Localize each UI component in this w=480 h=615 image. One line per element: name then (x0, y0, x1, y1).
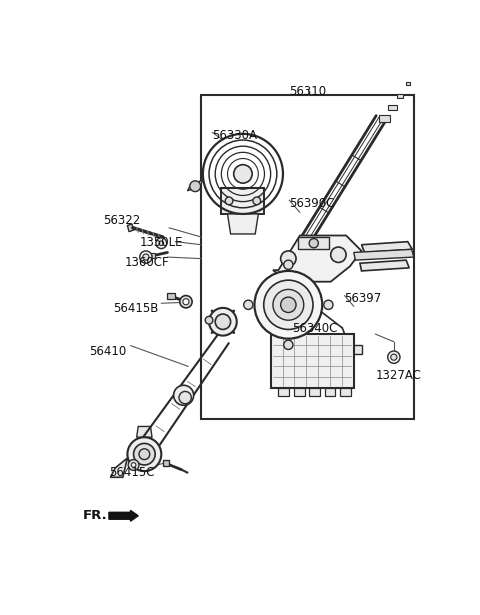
Text: 56390C: 56390C (289, 197, 335, 210)
Text: 56415B: 56415B (114, 302, 159, 315)
Bar (348, 345, 362, 354)
Bar (294, 388, 304, 395)
Bar (168, 293, 175, 300)
Circle shape (284, 340, 293, 349)
Circle shape (174, 385, 193, 405)
Circle shape (159, 241, 164, 245)
Bar (324, 388, 336, 395)
Circle shape (391, 354, 397, 360)
Circle shape (281, 251, 296, 266)
Text: 56340C: 56340C (292, 322, 337, 335)
Circle shape (254, 271, 322, 339)
Circle shape (183, 299, 189, 305)
Bar (309, 388, 320, 395)
Circle shape (179, 391, 192, 403)
Bar (406, 82, 410, 85)
Bar (340, 388, 351, 395)
Circle shape (244, 300, 253, 309)
Circle shape (131, 462, 136, 467)
Polygon shape (360, 260, 409, 271)
Circle shape (127, 437, 161, 471)
Circle shape (156, 238, 167, 248)
Text: 56410: 56410 (89, 345, 126, 358)
Circle shape (133, 443, 155, 465)
Circle shape (264, 280, 313, 330)
Circle shape (190, 181, 201, 192)
Circle shape (234, 165, 252, 183)
Circle shape (205, 316, 213, 324)
Polygon shape (354, 249, 414, 260)
Text: 56330A: 56330A (212, 129, 257, 142)
Circle shape (180, 296, 192, 308)
Circle shape (128, 459, 139, 470)
Circle shape (331, 247, 346, 263)
Circle shape (140, 251, 152, 263)
Circle shape (225, 197, 233, 205)
Circle shape (253, 197, 261, 205)
Circle shape (284, 260, 293, 269)
Circle shape (209, 308, 237, 336)
Polygon shape (221, 188, 264, 214)
Text: 56415C: 56415C (109, 467, 155, 480)
Bar (397, 94, 403, 98)
Polygon shape (188, 180, 203, 191)
Text: 56310: 56310 (289, 85, 326, 98)
Text: 56397: 56397 (345, 293, 382, 306)
Text: 1350LE: 1350LE (140, 236, 183, 248)
Polygon shape (273, 236, 361, 282)
Polygon shape (110, 458, 127, 477)
Text: 1327AC: 1327AC (375, 370, 421, 383)
Polygon shape (127, 224, 133, 232)
Text: FR.: FR. (83, 509, 108, 522)
Text: 1360CF: 1360CF (124, 255, 169, 269)
Polygon shape (137, 426, 152, 437)
Polygon shape (228, 214, 258, 234)
Circle shape (324, 300, 333, 309)
Bar (278, 388, 289, 395)
Circle shape (281, 297, 296, 312)
Bar (151, 253, 155, 258)
Circle shape (309, 239, 318, 248)
Bar (379, 116, 390, 122)
Circle shape (143, 254, 149, 260)
Bar (163, 461, 169, 466)
Text: 56322: 56322 (104, 214, 141, 227)
Circle shape (139, 449, 150, 459)
FancyArrow shape (109, 510, 138, 521)
Circle shape (215, 314, 230, 330)
Circle shape (273, 290, 304, 320)
Bar (201, 95, 414, 419)
Polygon shape (299, 237, 329, 249)
Bar (388, 105, 397, 110)
Bar (271, 334, 354, 388)
Polygon shape (361, 242, 412, 252)
Circle shape (388, 351, 400, 363)
